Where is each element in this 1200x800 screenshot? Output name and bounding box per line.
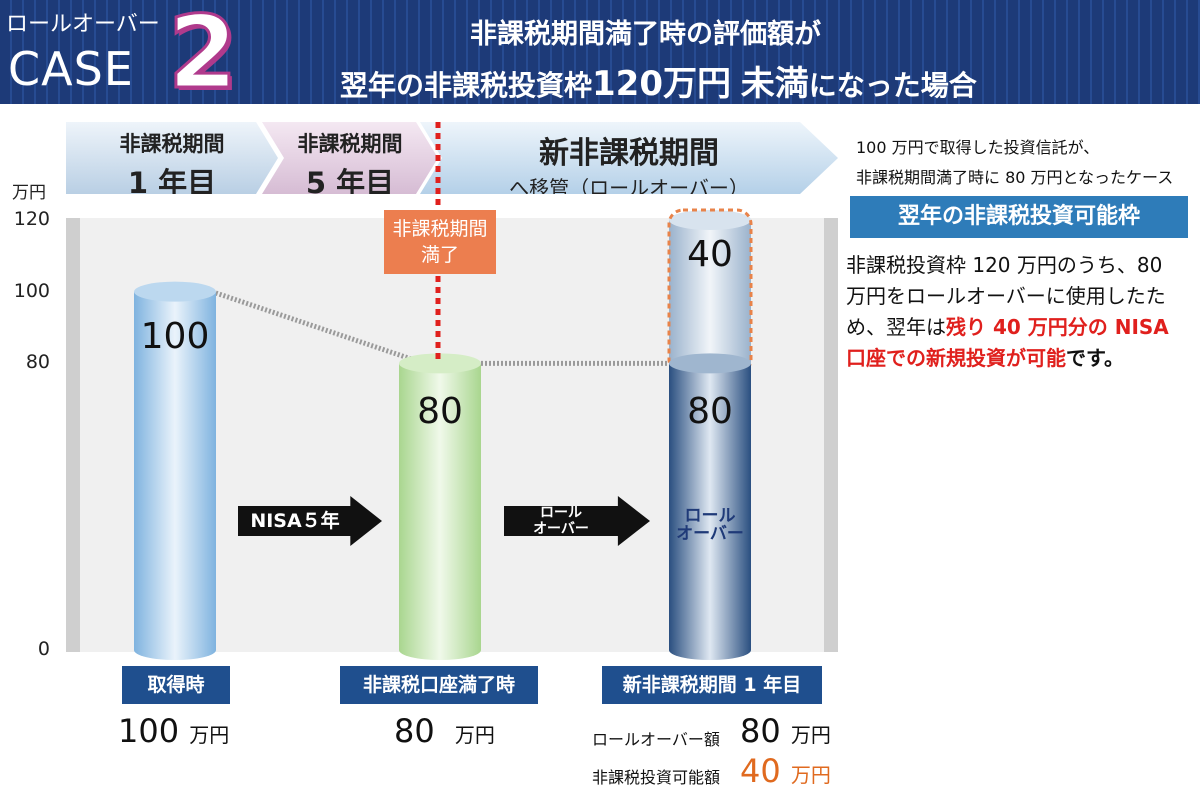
arrow-1-label: NISA５年 — [250, 510, 340, 532]
bar-label-remaining: 40 — [687, 234, 733, 275]
y-tick-label: 0 — [37, 638, 50, 660]
side-heading: 翌年の非課税投資可能枠 — [850, 196, 1188, 238]
header-banner: ロールオーバー CASE 2 非課税期間満了時の評価額が 翌年の非課税投資枠12… — [0, 0, 1200, 113]
phase-1-line1: 非課税期間 — [119, 132, 225, 156]
value-expiry-num: 80 — [394, 712, 435, 750]
phase-year-5: 非課税期間 5 年目 — [262, 122, 438, 194]
y-tick-label: 120 — [13, 208, 50, 230]
case-number: 2 — [167, 0, 240, 113]
value-rollover-num: 80 — [740, 712, 781, 750]
title-line-2-c: 未満 — [740, 64, 809, 104]
y-axis-unit: 万円 — [12, 183, 46, 203]
title-line-2: 翌年の非課税投資枠120万円 未満になった場合 — [340, 56, 977, 105]
value-investable: 40 万円 — [740, 752, 831, 790]
expiry-line2: 満了 — [420, 244, 459, 266]
category-expiry: 非課税口座満了時 — [340, 666, 538, 704]
phase-new-period: 新非課税期間 へ移管（ロールオーバー） — [420, 122, 838, 194]
bar-annotation-line2: オーバー — [676, 523, 744, 544]
value-acquisition: 100 万円 — [118, 712, 229, 750]
y-tick-label: 100 — [13, 279, 50, 302]
case-label: CASE — [8, 42, 134, 96]
value-rollover: 80 万円 — [740, 712, 831, 750]
case-note-line2: 非課税期間満了時に 80 万円となったケース — [856, 168, 1174, 187]
category-acquisition: 取得時 — [122, 666, 230, 704]
phase-2-line2: 5 年目 — [305, 166, 395, 200]
bar-label-new-period: 80 — [687, 391, 733, 433]
phase-3-line1: 新非課税期間 — [539, 136, 719, 171]
expiry-line1: 非課税期間 — [392, 218, 488, 240]
investable-amount-label: 非課税投資可能額 — [592, 768, 721, 787]
side-body-highlight: 残り 40 万円分の NISA 口座での新規投資が可能 — [846, 315, 1169, 370]
title-line-1: 非課税期間満了時の評価額が — [470, 19, 821, 50]
value-investable-unit: 万円 — [790, 763, 831, 787]
phase-2-line1: 非課税期間 — [297, 132, 403, 156]
bar-annotation-rollover: ロール オーバー — [650, 507, 770, 543]
value-expiry-unit: 万円 — [454, 723, 495, 747]
phase-year-1: 非課税期間 1 年目 — [66, 122, 278, 194]
side-body-normal: 非課税投資枠 120 万円のうち、80 万円をロールオーバーに使用したため、翌年… — [846, 253, 1166, 339]
side-body-tail: です。 — [1066, 346, 1124, 370]
value-expiry: 80 万円 — [394, 712, 495, 750]
plot-background — [66, 218, 838, 652]
value-rollover-unit: 万円 — [790, 723, 831, 747]
title-line-2-b: 120万円 — [592, 64, 731, 104]
arrow-2-line1: ロール — [540, 505, 582, 521]
title-line-2-a: 翌年の非課税投資枠 — [340, 69, 593, 102]
title-line-2-d: になった場合 — [808, 69, 977, 102]
bar-label-acquisition: 100 — [140, 315, 210, 357]
side-explanation: 非課税投資枠 120 万円のうち、80 万円をロールオーバーに使用したため、翌年… — [846, 250, 1188, 374]
expiry-label: 非課税期間 満了 — [384, 210, 496, 274]
value-investable-num: 40 — [740, 752, 781, 790]
value-acquisition-num: 100 — [118, 712, 180, 750]
case-note-line1: 100 万円で取得した投資信託が、 — [856, 138, 1100, 157]
arrow-2-line2: オーバー — [533, 521, 589, 537]
phase-3-line2: へ移管（ロールオーバー） — [509, 176, 749, 200]
bar-annotation-line1: ロール — [684, 505, 736, 526]
phase-1-line2: 1 年目 — [127, 166, 217, 200]
bar-label-expiry: 80 — [417, 391, 463, 433]
rollover-amount-label: ロールオーバー額 — [592, 730, 720, 749]
y-tick-label: 80 — [25, 351, 50, 374]
category-new-period: 新非課税期間 1 年目 — [602, 666, 822, 704]
value-acquisition-unit: 万円 — [189, 723, 230, 747]
case-subtitle: ロールオーバー — [6, 12, 160, 37]
